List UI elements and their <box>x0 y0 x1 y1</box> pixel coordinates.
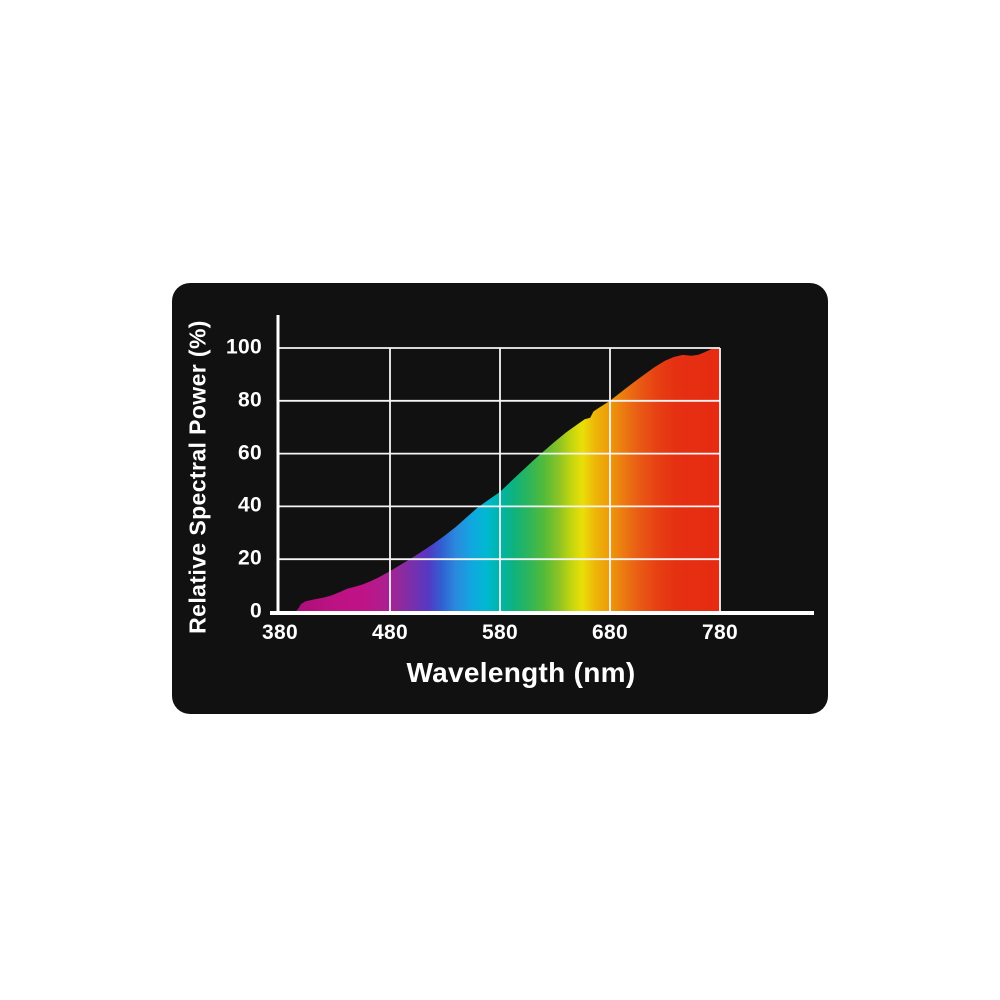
y-tick-label: 80 <box>238 388 262 412</box>
y-tick-label: 40 <box>238 493 262 517</box>
x-tick-label: 380 <box>262 621 298 644</box>
y-axis-title: Relative Spectral Power (%) <box>184 320 211 634</box>
y-tick-label: 100 <box>226 335 262 359</box>
x-tick-label: 580 <box>482 621 518 644</box>
y-tick-label: 60 <box>238 441 262 465</box>
x-axis-title: Wavelength (nm) <box>406 657 636 688</box>
x-tick-label: 780 <box>702 621 738 644</box>
x-tick-label: 480 <box>372 621 408 644</box>
x-tick-label: 680 <box>592 621 628 644</box>
y-tick-label: 20 <box>238 546 262 570</box>
y-tick-label: 0 <box>250 599 262 623</box>
